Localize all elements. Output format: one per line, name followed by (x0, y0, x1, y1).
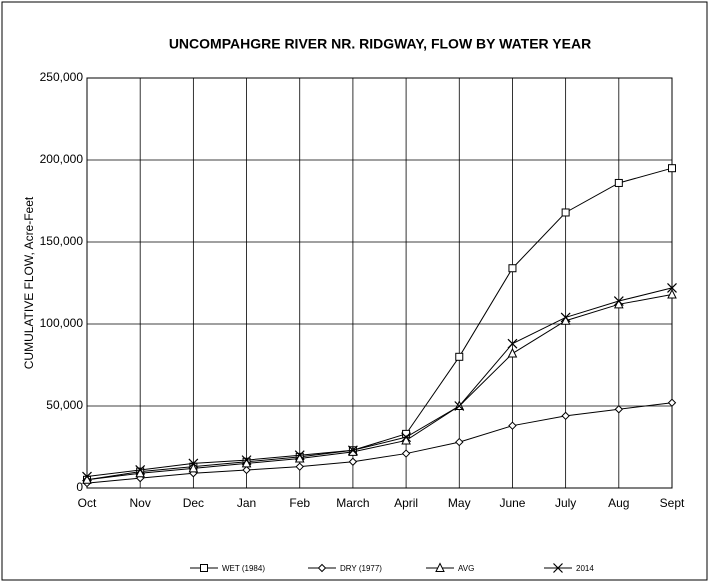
y-tick-label: 100,000 (40, 316, 84, 330)
data-point (561, 411, 570, 421)
data-point (82, 471, 92, 482)
data-point (508, 421, 517, 430)
data-point (454, 401, 465, 411)
x-tick-label: July (555, 496, 576, 510)
legend-marker (553, 563, 563, 573)
data-point (507, 338, 518, 349)
series-line (86, 287, 673, 478)
data-point (188, 462, 199, 473)
series-line (86, 167, 673, 481)
data-point (667, 288, 677, 299)
y-tick-label: 250,000 (40, 70, 84, 84)
x-tick-label: Sept (660, 496, 685, 510)
x-tick-label: Jan (237, 496, 256, 510)
chart-title: UNCOMPAHGRE RIVER NR. RIDGWAY, FLOW BY W… (169, 36, 591, 52)
legend-marker (317, 563, 327, 573)
data-point (242, 465, 251, 475)
data-point (561, 208, 570, 217)
x-tick-label: Nov (130, 496, 151, 510)
data-point (508, 264, 517, 273)
legend-marker (200, 564, 208, 572)
legend-label: AVG (458, 564, 474, 573)
x-tick-label: Oct (78, 496, 97, 510)
x-tick-label: April (394, 496, 418, 510)
data-point (560, 312, 571, 323)
x-tick-label: June (499, 496, 525, 510)
data-point (507, 347, 518, 358)
y-axis-label: CUMULATIVE FLOW, Acre-Feet (22, 196, 36, 369)
data-point (347, 445, 358, 456)
data-point (668, 164, 676, 173)
x-tick-label: Aug (608, 496, 629, 510)
data-point (294, 450, 305, 461)
data-point (348, 446, 358, 456)
legend-label: WET (1984) (222, 564, 265, 573)
x-tick-label: Feb (289, 496, 310, 510)
x-tick-label: May (448, 496, 471, 510)
data-point (401, 449, 411, 458)
data-point (613, 296, 624, 306)
y-tick-label: 50,000 (46, 398, 83, 412)
series-line (86, 293, 673, 481)
legend-label: 2014 (576, 564, 594, 573)
data-point (188, 458, 199, 469)
y-tick-label: 0 (76, 480, 83, 494)
data-point (614, 178, 623, 187)
data-point (667, 398, 677, 407)
y-tick-label: 150,000 (40, 234, 84, 248)
data-point (614, 405, 624, 414)
x-tick-label: March (336, 496, 369, 510)
data-point (401, 432, 412, 443)
series-line (86, 402, 673, 484)
y-tick-label: 200,000 (40, 152, 84, 166)
data-point (455, 352, 464, 361)
data-point (295, 462, 304, 471)
data-point (348, 457, 358, 466)
legend-marker (435, 562, 445, 572)
data-point (667, 282, 677, 293)
data-point (455, 437, 464, 447)
data-point (241, 455, 252, 466)
legend-label: DRY (1977) (340, 564, 382, 573)
x-tick-label: Dec (183, 496, 204, 510)
data-point (135, 465, 146, 475)
